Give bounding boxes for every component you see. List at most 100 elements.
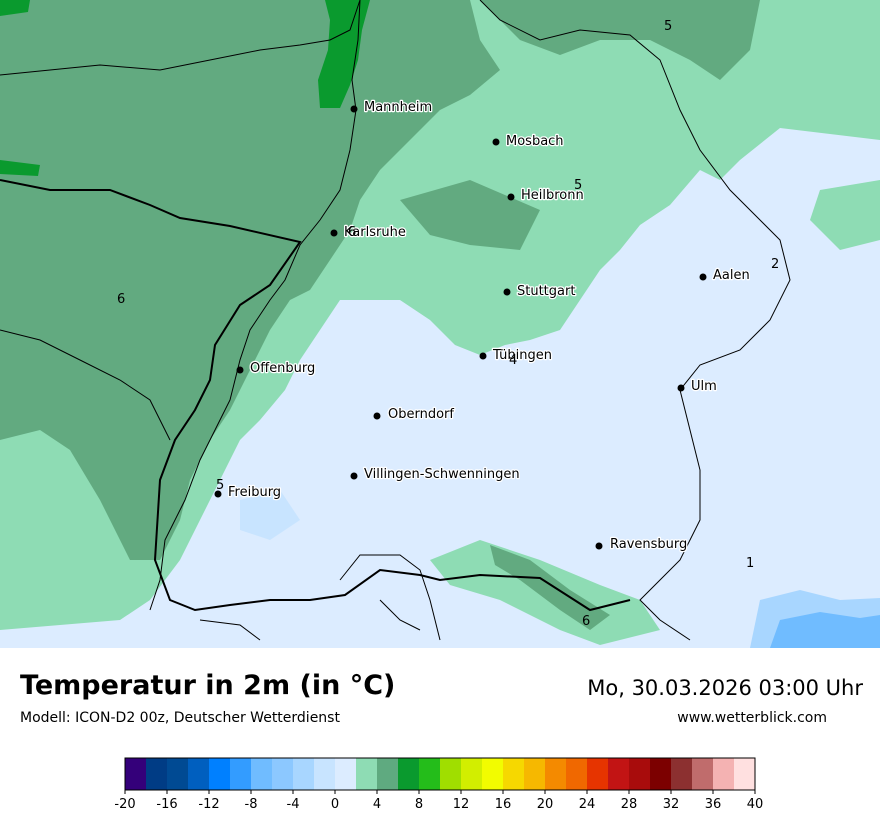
- isoline-label: 2: [771, 257, 779, 272]
- isoline-labels: 5 5 6 2 6 4 5 1 6: [117, 19, 779, 629]
- temp-band-blue-se-dark: [770, 612, 880, 648]
- legend-swatch: [629, 758, 650, 790]
- city-karlsruhe: Karlsruhe: [330, 224, 407, 241]
- legend-swatch: [650, 758, 671, 790]
- city-tuebingen: Tübingen: [479, 347, 553, 364]
- temp-band-medium-green-mid: [400, 180, 540, 250]
- legend-swatch: [671, 758, 692, 790]
- temp-band-dark-green: [318, 0, 370, 108]
- city-oberndorf: Oberndorf: [373, 406, 456, 423]
- legend-tick-label: -8: [245, 797, 258, 812]
- city-freiburg: Freiburg: [214, 484, 282, 501]
- city-ulm: Ulm: [677, 378, 718, 395]
- legend-tick-label: 28: [621, 797, 638, 812]
- city-stuttgart: Stuttgart: [503, 283, 577, 300]
- legend-swatches: [124, 757, 756, 791]
- city-ravensburg: Ravensburg: [595, 536, 689, 553]
- temperature-map: Mannheim Mosbach Heilbronn Karlsruhe Stu…: [0, 0, 880, 648]
- svg-text:Aalen: Aalen: [713, 268, 750, 283]
- legend-swatch: [587, 758, 608, 790]
- forecast-datetime: Mo, 30.03.2026 03:00 Uhr: [587, 676, 863, 700]
- legend-tick-label: 4: [373, 797, 381, 812]
- border-swiss: [199, 554, 441, 641]
- isoline-label: 1: [746, 556, 754, 571]
- legend-swatch: [608, 758, 629, 790]
- svg-text:Ulm: Ulm: [691, 379, 717, 394]
- legend-swatch: [272, 758, 293, 790]
- border-west: [0, 179, 631, 612]
- legend-tick-label: 32: [663, 797, 680, 812]
- svg-text:Tübingen: Tübingen: [492, 348, 552, 363]
- legend-tick-label: -20: [114, 797, 135, 812]
- legend-tick-label: 24: [579, 797, 596, 812]
- border-west-2: [0, 329, 171, 441]
- legend-swatch: [335, 758, 356, 790]
- legend-swatch: [482, 758, 503, 790]
- legend-swatch: [713, 758, 734, 790]
- legend-tick-label: -16: [156, 797, 177, 812]
- legend-swatch: [503, 758, 524, 790]
- svg-text:Mosbach: Mosbach: [506, 134, 564, 149]
- legend-tick-label: 12: [453, 797, 470, 812]
- legend-swatch: [419, 758, 440, 790]
- isoline-label: 4: [509, 353, 517, 368]
- city-mosbach: Mosbach: [492, 133, 565, 150]
- legend-swatch: [356, 758, 377, 790]
- legend-swatch: [188, 758, 209, 790]
- isoline-label: 6: [348, 225, 356, 240]
- legend-tick-label: 36: [705, 797, 722, 812]
- svg-text:Oberndorf: Oberndorf: [388, 407, 454, 422]
- temp-band-blue-sw: [240, 490, 300, 540]
- city-heilbronn: Heilbronn: [507, 187, 585, 204]
- legend-swatch: [314, 758, 335, 790]
- svg-text:Villingen-Schwenningen: Villingen-Schwenningen: [364, 467, 520, 482]
- svg-text:Offenburg: Offenburg: [250, 361, 315, 376]
- temp-band-medium-green: [0, 0, 500, 560]
- legend-tick-label: 16: [495, 797, 512, 812]
- city-offenburg: Offenburg: [236, 360, 317, 377]
- temp-band-light-green-east: [810, 180, 880, 250]
- color-legend: -20 -16 -12 -8 -4 0 4 8 12 16 20 24 28 32 36 40: [114, 757, 763, 812]
- legend-swatch: [440, 758, 461, 790]
- legend-tick-label: -4: [287, 797, 300, 812]
- city-aalen: Aalen: [699, 267, 751, 284]
- legend-tick-label: 8: [415, 797, 423, 812]
- svg-text:Stuttgart: Stuttgart: [517, 284, 575, 299]
- isoline-label: 5: [574, 178, 582, 193]
- legend-tick-labels: -20 -16 -12 -8 -4 0 4 8 12 16 20 24 28 32 36 40: [114, 790, 763, 812]
- svg-text:Freiburg: Freiburg: [228, 485, 281, 500]
- isoline-label: 6: [117, 292, 125, 307]
- legend-swatch: [524, 758, 545, 790]
- border-bavaria: [479, 0, 791, 641]
- isoline-label: 5: [216, 478, 224, 493]
- legend-tick-label: -12: [198, 797, 219, 812]
- svg-text:Heilbronn: Heilbronn: [521, 188, 584, 203]
- svg-text:Karlsruhe: Karlsruhe: [344, 225, 406, 240]
- legend-border: [124, 757, 756, 791]
- border-north: [0, 0, 361, 76]
- city-villingen-schwenningen: Villingen-Schwenningen: [350, 466, 521, 483]
- legend-tick-label: 0: [331, 797, 339, 812]
- legend-swatch: [251, 758, 272, 790]
- legend-swatch: [566, 758, 587, 790]
- legend-tick-label: 40: [747, 797, 764, 812]
- temp-band-dark-green-nw: [0, 0, 30, 16]
- legend-swatch: [146, 758, 167, 790]
- legend-swatch: [209, 758, 230, 790]
- model-source: Modell: ICON-D2 00z, Deutscher Wetterdie…: [20, 710, 340, 726]
- city-mannheim: Mannheim: [350, 99, 433, 116]
- city-markers: Mannheim Mosbach Heilbronn Karlsruhe Stu…: [214, 99, 751, 553]
- map-title: Temperatur in 2m (in °C): [20, 670, 396, 701]
- svg-text:Ravensburg: Ravensburg: [610, 537, 687, 552]
- temp-band-dark-green-west: [0, 160, 40, 176]
- legend-swatch: [230, 758, 251, 790]
- website-link[interactable]: www.wetterblick.com: [677, 710, 827, 726]
- legend-swatch: [293, 758, 314, 790]
- legend-swatch: [692, 758, 713, 790]
- legend-swatch: [461, 758, 482, 790]
- temp-band-medium-green-ne: [480, 0, 760, 80]
- legend-swatch: [545, 758, 566, 790]
- isoline-label: 5: [664, 19, 672, 34]
- svg-text:Mannheim: Mannheim: [364, 100, 432, 115]
- isoline-label: 6: [582, 614, 590, 629]
